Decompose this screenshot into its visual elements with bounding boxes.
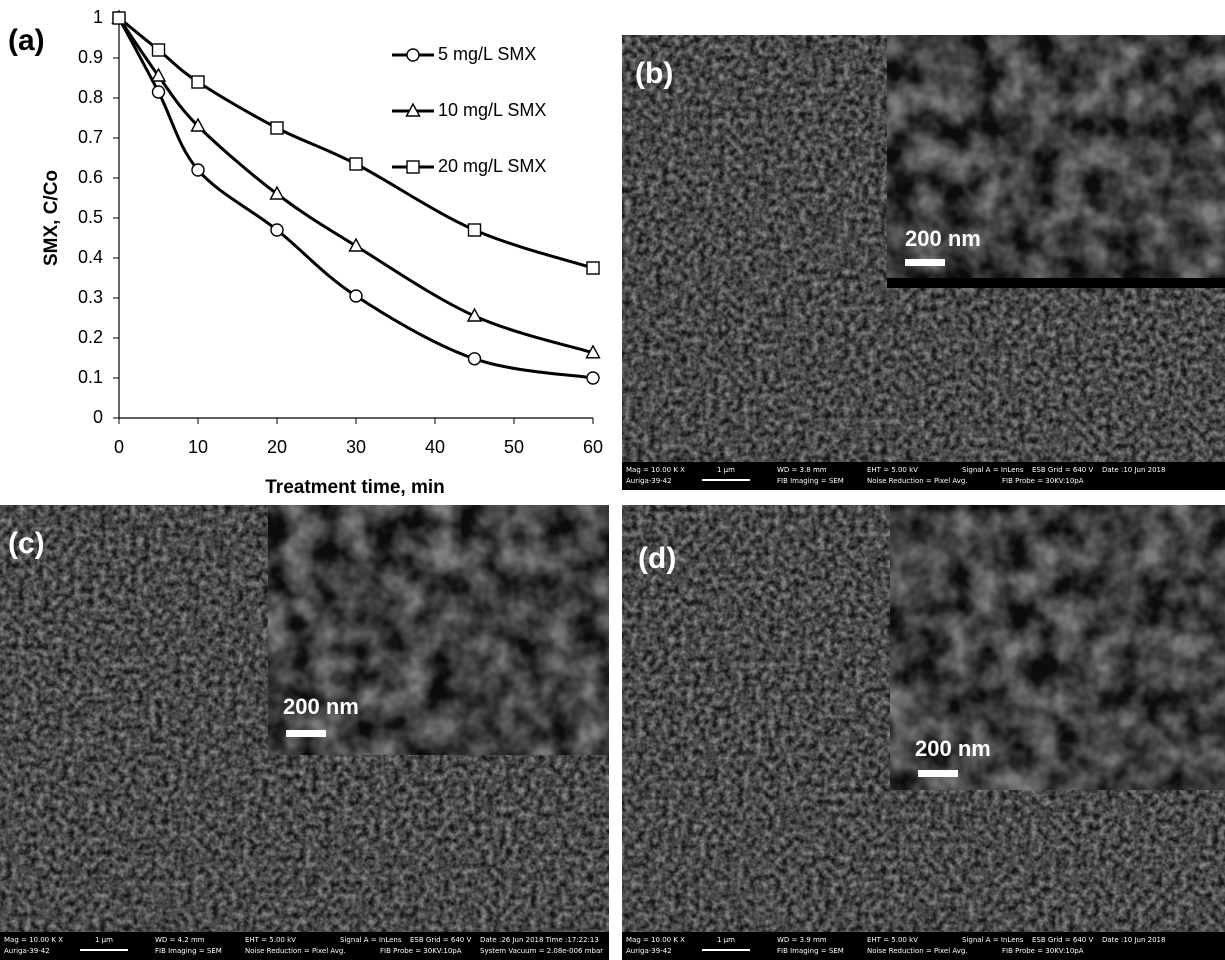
marker-circle [271,224,283,236]
x-tick-label: 20 [267,437,287,457]
marker-square [192,76,204,88]
info-text: Mag = 10.00 K X [4,936,63,944]
marker-circle [350,290,362,302]
inset-scale-bar [905,259,945,266]
info-text: System Vacuum = 2.08e-006 mbar [480,947,603,955]
info-text: ESB Grid = 640 V [1032,936,1093,944]
info-text: ESB Grid = 640 V [410,936,471,944]
marker-square [469,224,481,236]
info-text: FIB Imaging = SEM [777,477,844,485]
y-tick-label: 0.8 [78,87,103,107]
sem-image: (d) 200 nm 1 µm Mag = 10.00 K X WD = 3.9 mm E… [622,505,1225,960]
info-text: ESB Grid = 640 V [1032,466,1093,474]
panel-label: (b) [635,57,673,90]
info-text: Auriga-39-42 [626,947,672,955]
line-chart: (a) Treatment time, min SMX, C/Co 0 0.1 0.… [8,7,603,498]
x-tick-label: 10 [188,437,208,457]
x-tick-label: 40 [425,437,445,457]
inset-scale-label: 200 nm [915,736,991,761]
inset-scale-bar [918,770,958,777]
info-text: Auriga-39-42 [626,477,672,485]
sem-image: (c) 200 nm 1 µm Mag = 10.00 K X WD = 4.2 mm E… [0,505,609,960]
info-text: FIB Probe = 30KV:10pA [1002,477,1084,485]
x-tick-label: 30 [346,437,366,457]
x-tick-label: 60 [583,437,603,457]
info-text: WD = 3.8 mm [777,466,827,474]
marker-square [587,262,599,274]
marker-circle [407,49,419,61]
scale-label: 1 µm [717,466,735,474]
y-tick-label: 0.4 [78,247,103,267]
marker-square [153,44,165,56]
scale-label: 1 µm [95,936,113,944]
info-text: WD = 4.2 mm [155,936,205,944]
info-text: EHT = 5.00 kV [867,936,918,944]
y-tick-label: 0.9 [78,47,103,67]
inset-scale-bar [286,730,326,737]
marker-circle [469,353,481,365]
info-text: Date :10 Jun 2018 [1102,466,1165,474]
marker-circle [587,372,599,384]
panel-label: (d) [638,542,676,575]
marker-square [271,122,283,134]
sem-image: (b) 200 nm 1 µm Mag = 10.00 K X WD = 3.8 mm E… [622,35,1225,490]
marker-square [407,161,419,173]
info-text: Noise Reduction = Pixel Avg. [245,947,346,955]
marker-square [113,12,125,24]
info-text: Signal A = InLens [962,936,1024,944]
info-text: WD = 3.9 mm [777,936,827,944]
info-text: Auriga-39-42 [4,947,50,955]
y-tick-label: 0 [93,407,103,427]
info-text: Signal A = InLens [962,466,1024,474]
x-tick-label: 0 [114,437,124,457]
y-tick-label: 1 [93,7,103,27]
info-text: Date :10 Jun 2018 [1102,936,1165,944]
info-text: Mag = 10.00 K X [626,466,685,474]
panel-label: (a) [8,24,45,57]
marker-circle [192,164,204,176]
y-tick-label: 0.2 [78,327,103,347]
y-tick-label: 0.1 [78,367,103,387]
legend-label: 20 mg/L SMX [438,156,546,176]
series-line [119,18,593,378]
info-text: EHT = 5.00 kV [867,466,918,474]
y-tick-label: 0.3 [78,287,103,307]
x-tick-label: 50 [504,437,524,457]
info-text: Noise Reduction = Pixel Avg. [867,477,968,485]
info-text: Date :26 Jun 2018 Time :17:22:13 [480,936,599,944]
legend-label: 10 mg/L SMX [438,100,546,120]
info-text: EHT = 5.00 kV [245,936,296,944]
x-axis-title: Treatment time, min [265,477,445,498]
info-text: FIB Imaging = SEM [777,947,844,955]
info-text: Mag = 10.00 K X [626,936,685,944]
y-tick-label: 0.7 [78,127,103,147]
info-text: FIB Probe = 30KV:10pA [380,947,462,955]
inset-scale-label: 200 nm [283,694,359,719]
marker-circle [153,86,165,98]
y-tick-label: 0.6 [78,167,103,187]
info-text: FIB Imaging = SEM [155,947,222,955]
marker-square [350,158,362,170]
y-axis-title: SMX, C/Co [41,170,62,266]
panel-label: (c) [8,527,45,560]
scale-label: 1 µm [717,936,735,944]
info-text: Signal A = InLens [340,936,402,944]
info-text: FIB Probe = 30KV:10pA [1002,947,1084,955]
figure: (a) Treatment time, min SMX, C/Co 0 0.1 0.… [0,0,1225,960]
info-text: Noise Reduction = Pixel Avg. [867,947,968,955]
y-tick-label: 0.5 [78,207,103,227]
inset-scale-label: 200 nm [905,226,981,251]
marker-triangle [350,239,363,251]
sem-panels: (b) 200 nm 1 µm Mag = 10.00 K X WD = 3.8 mm E… [0,35,1225,960]
inset-info-bar [887,278,1225,288]
legend-label: 5 mg/L SMX [438,44,536,64]
